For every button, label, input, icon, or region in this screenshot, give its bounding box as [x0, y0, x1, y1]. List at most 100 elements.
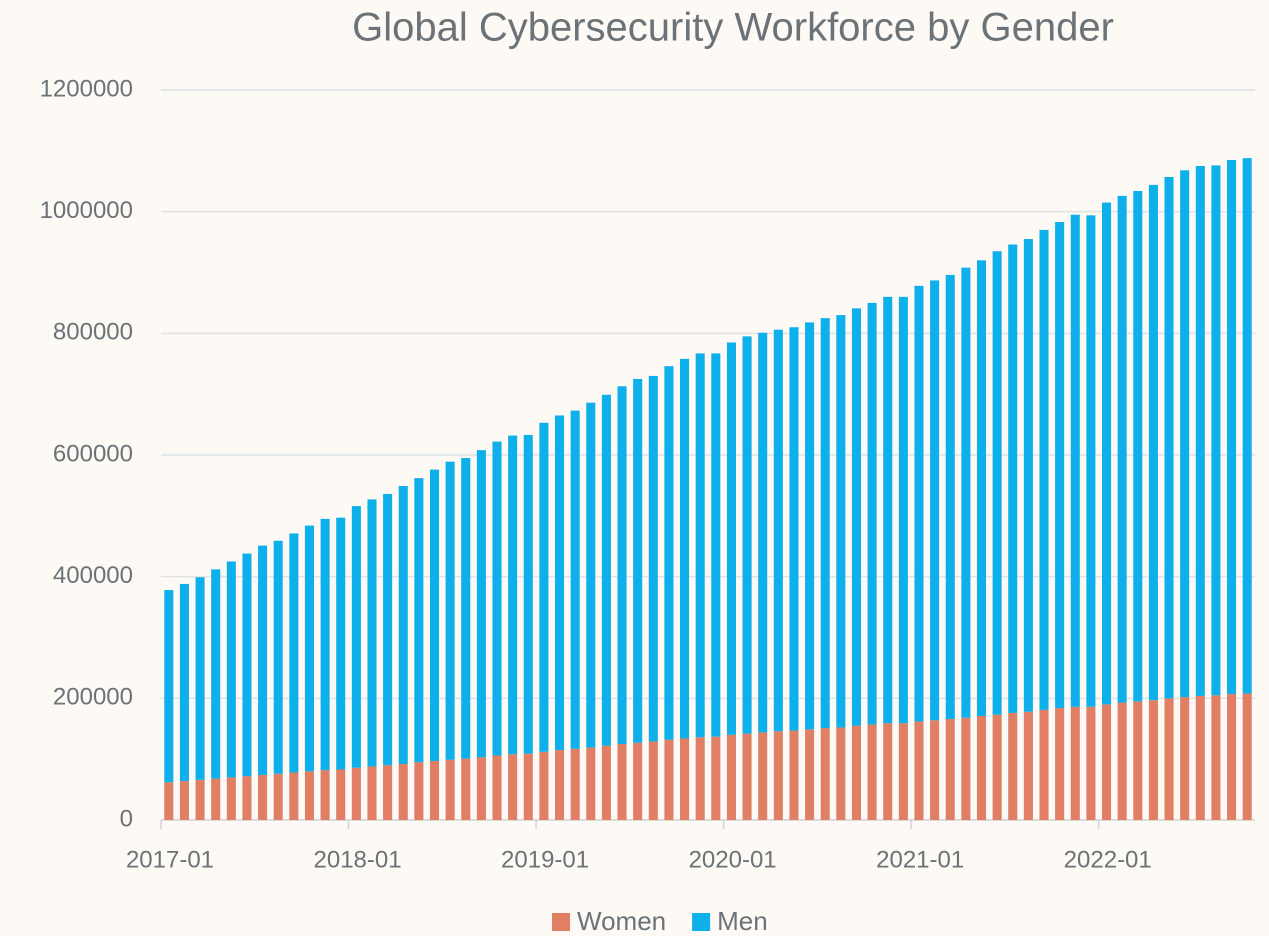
- x-tick-label: 2021-01: [876, 846, 964, 873]
- bar: [851, 725, 862, 820]
- bar: [633, 742, 643, 820]
- bar: [179, 583, 189, 782]
- legend-swatch: [692, 913, 711, 931]
- bar: [1211, 165, 1221, 696]
- bar: [461, 458, 471, 759]
- bar: [961, 267, 971, 718]
- bar: [867, 724, 877, 820]
- bar: [1008, 244, 1018, 713]
- bar: [1242, 158, 1252, 694]
- bar: [1242, 693, 1252, 820]
- bar: [773, 731, 783, 820]
- bar: [836, 315, 846, 728]
- bar: [633, 378, 643, 743]
- x-tick-label: 2018-01: [314, 846, 402, 873]
- bar: [898, 723, 908, 820]
- bar: [711, 736, 721, 820]
- bar: [336, 769, 346, 820]
- x-tick-label: 2017-01: [126, 846, 214, 873]
- bar: [1133, 190, 1143, 702]
- bar: [1148, 700, 1158, 820]
- bar: [226, 561, 236, 778]
- bar: [195, 577, 205, 780]
- bar: [930, 280, 940, 721]
- bar: [742, 733, 752, 820]
- bar: [445, 759, 455, 820]
- bar: [461, 758, 471, 820]
- y-tick-label: 200000: [53, 684, 133, 711]
- bar: [539, 751, 549, 820]
- bar: [1086, 706, 1096, 820]
- bar: [773, 329, 783, 732]
- bar: [320, 518, 330, 771]
- bar: [601, 394, 611, 746]
- bar: [242, 553, 252, 777]
- bar: [945, 274, 955, 720]
- y-tick-label: 600000: [53, 440, 133, 467]
- bar: [1164, 698, 1174, 820]
- bar: [1195, 695, 1205, 820]
- bar: [258, 545, 268, 775]
- y-tick-label: 400000: [53, 562, 133, 589]
- bar: [945, 719, 955, 820]
- bar: [695, 737, 705, 820]
- y-tick-label: 1000000: [40, 197, 133, 224]
- bar: [1180, 170, 1190, 698]
- bar: [851, 308, 862, 726]
- bar: [820, 728, 830, 820]
- bar: [1055, 222, 1065, 709]
- bar: [570, 748, 580, 820]
- bar: [492, 755, 502, 820]
- bar: [164, 782, 174, 820]
- bar: [383, 493, 393, 766]
- bar: [586, 747, 596, 820]
- bar: [992, 251, 1002, 715]
- bar: [1227, 694, 1237, 820]
- bar: [586, 402, 596, 748]
- bar: [930, 720, 940, 820]
- bar: [961, 717, 971, 820]
- bar: [554, 750, 565, 820]
- bar: [1070, 214, 1080, 707]
- bar: [1039, 229, 1049, 710]
- bar: [898, 296, 908, 724]
- bar: [617, 386, 627, 744]
- y-tick-label: 1200000: [40, 75, 133, 102]
- bar: [476, 757, 486, 820]
- bar: [508, 435, 518, 755]
- x-tick-label: 2020-01: [689, 846, 777, 873]
- bar: [914, 721, 924, 820]
- x-tick-label: 2022-01: [1064, 846, 1152, 873]
- bar: [1008, 712, 1018, 820]
- legend-label: Men: [717, 906, 768, 936]
- bar: [726, 734, 736, 820]
- bar: [273, 540, 283, 774]
- bar: [711, 353, 721, 737]
- bar: [1211, 695, 1221, 820]
- bar: [758, 732, 768, 820]
- bar: [1195, 166, 1205, 696]
- bar: [695, 353, 705, 738]
- bar: [664, 739, 674, 820]
- bar: [617, 743, 627, 820]
- bar: [1101, 202, 1112, 705]
- bar: [289, 533, 299, 773]
- bar: [258, 774, 268, 820]
- bar: [211, 778, 221, 820]
- bar: [414, 762, 424, 820]
- bar: [992, 714, 1002, 820]
- bar: [883, 723, 893, 820]
- bar: [726, 342, 736, 735]
- x-tick-label: 2019-01: [501, 846, 589, 873]
- bar: [680, 358, 690, 739]
- bar: [351, 506, 361, 768]
- bar: [445, 461, 455, 760]
- bar: [351, 767, 361, 820]
- bar: [476, 450, 486, 758]
- y-tick-label: 0: [120, 805, 133, 832]
- chart-title: Global Cybersecurity Workforce by Gender: [352, 6, 1114, 50]
- y-tick-label: 800000: [53, 319, 133, 346]
- bar: [273, 773, 283, 820]
